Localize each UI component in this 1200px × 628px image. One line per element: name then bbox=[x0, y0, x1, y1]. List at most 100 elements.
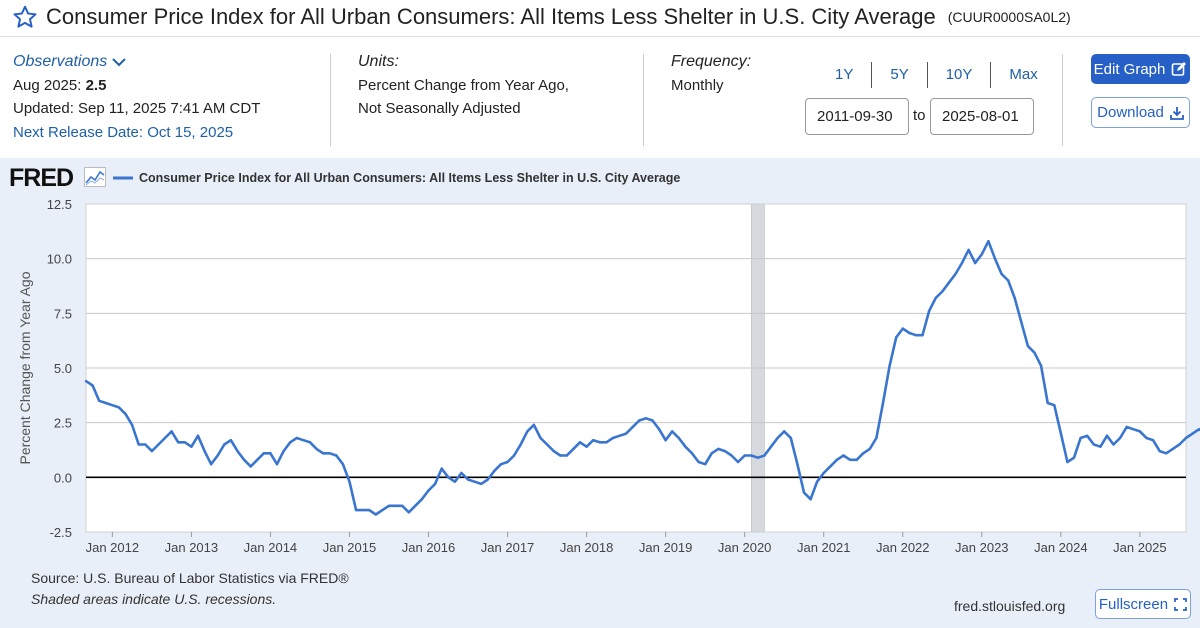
fred-logo: FRED bbox=[9, 164, 74, 192]
data-point bbox=[190, 445, 193, 448]
data-point bbox=[348, 480, 351, 483]
data-point bbox=[552, 449, 555, 453]
data-point bbox=[624, 432, 628, 435]
data-point bbox=[381, 508, 384, 512]
data-point bbox=[1132, 428, 1135, 431]
data-point bbox=[394, 504, 397, 507]
x-tick-label: Jan 2012 bbox=[86, 540, 140, 555]
data-point bbox=[1066, 460, 1069, 464]
data-point bbox=[631, 425, 634, 429]
observations-toggle[interactable]: Observations bbox=[13, 50, 260, 74]
star-icon[interactable] bbox=[12, 4, 38, 30]
y-tick-label: 0.0 bbox=[54, 470, 72, 485]
data-point bbox=[750, 454, 753, 457]
data-point bbox=[499, 463, 503, 466]
range-max-button[interactable]: Max bbox=[1009, 66, 1038, 83]
data-point bbox=[1184, 436, 1188, 440]
data-point bbox=[657, 428, 661, 431]
site-link[interactable]: fred.stlouisfed.org bbox=[954, 598, 1066, 614]
data-point bbox=[743, 454, 746, 457]
data-point bbox=[1099, 445, 1102, 448]
range-5y-button[interactable]: 5Y bbox=[872, 62, 928, 88]
fullscreen-button[interactable]: Fullscreen bbox=[1095, 589, 1191, 619]
data-point bbox=[84, 379, 88, 383]
observations-panel: Observations Aug 2025: 2.5 Updated: Sep … bbox=[13, 50, 260, 144]
recession-note[interactable]: Shaded areas indicate U.S. recessions. bbox=[31, 591, 277, 607]
data-point bbox=[242, 458, 246, 461]
data-point bbox=[98, 399, 101, 402]
data-point bbox=[572, 447, 575, 451]
data-point bbox=[1079, 436, 1082, 440]
data-point bbox=[723, 449, 727, 453]
data-point bbox=[651, 419, 654, 422]
end-date-input[interactable]: 2025-08-01 bbox=[930, 98, 1034, 135]
data-point bbox=[684, 445, 687, 448]
data-point bbox=[987, 240, 990, 243]
data-point bbox=[163, 436, 167, 440]
x-tick-label: Jan 2023 bbox=[955, 540, 1009, 555]
y-tick-label: 7.5 bbox=[54, 306, 72, 321]
units-label: Units: bbox=[358, 53, 399, 70]
data-point bbox=[1165, 452, 1168, 455]
data-point bbox=[433, 482, 437, 486]
data-point bbox=[974, 261, 977, 265]
download-button[interactable]: Download bbox=[1091, 97, 1190, 128]
data-point bbox=[947, 281, 951, 284]
updated-text: Updated: Sep 11, 2025 7:41 AM CDT bbox=[13, 100, 261, 117]
start-date-input[interactable]: 2011-09-30 bbox=[805, 98, 909, 135]
data-point bbox=[868, 447, 871, 451]
data-point bbox=[763, 454, 766, 457]
data-point bbox=[822, 471, 825, 475]
range-1y-button[interactable]: 1Y bbox=[817, 62, 873, 88]
fullscreen-icon bbox=[1174, 597, 1187, 611]
data-point bbox=[1112, 443, 1115, 446]
range-buttons: 1Y 5Y 10Y Max bbox=[817, 62, 1056, 88]
data-point bbox=[598, 441, 601, 444]
data-point bbox=[809, 498, 812, 501]
data-point bbox=[414, 504, 417, 507]
next-release-link[interactable]: Next Release Date: Oct 15, 2025 bbox=[13, 123, 234, 141]
data-point bbox=[486, 478, 489, 481]
data-point bbox=[855, 458, 858, 461]
data-point bbox=[1171, 447, 1175, 451]
data-point bbox=[91, 384, 94, 387]
data-point bbox=[262, 452, 265, 455]
data-point bbox=[1138, 430, 1142, 433]
y-tick-label: -2.5 bbox=[50, 525, 72, 540]
download-label: Download bbox=[1097, 104, 1164, 121]
data-point bbox=[980, 253, 983, 256]
data-point bbox=[769, 445, 773, 448]
data-point bbox=[1125, 425, 1128, 429]
data-point bbox=[565, 454, 568, 457]
data-point bbox=[954, 272, 957, 276]
data-point bbox=[150, 449, 154, 453]
data-point bbox=[677, 436, 680, 440]
to-label: to bbox=[913, 107, 926, 124]
data-point bbox=[736, 460, 740, 464]
data-point bbox=[275, 463, 279, 466]
data-point bbox=[1105, 434, 1109, 437]
data-point bbox=[1092, 443, 1096, 446]
y-tick-label: 10.0 bbox=[47, 252, 72, 267]
data-point bbox=[704, 463, 707, 466]
data-point bbox=[756, 456, 760, 459]
data-point bbox=[354, 508, 358, 512]
series-id: (CUUR0000SA0L2) bbox=[947, 9, 1071, 25]
data-point bbox=[282, 449, 285, 453]
data-point bbox=[1033, 351, 1036, 354]
range-10y-button[interactable]: 10Y bbox=[928, 62, 992, 88]
data-point bbox=[341, 463, 345, 466]
data-point bbox=[1145, 436, 1148, 440]
data-point bbox=[229, 439, 233, 442]
latest-label: Aug 2025: bbox=[13, 76, 82, 94]
data-point bbox=[671, 430, 674, 433]
data-point bbox=[493, 469, 496, 472]
data-point bbox=[480, 482, 483, 486]
data-point bbox=[1178, 443, 1181, 446]
edit-graph-button[interactable]: Edit Graph bbox=[1091, 54, 1190, 84]
data-point bbox=[618, 434, 621, 437]
data-point bbox=[848, 458, 852, 461]
data-point bbox=[506, 460, 509, 464]
data-point bbox=[941, 290, 944, 293]
data-point bbox=[361, 508, 364, 512]
